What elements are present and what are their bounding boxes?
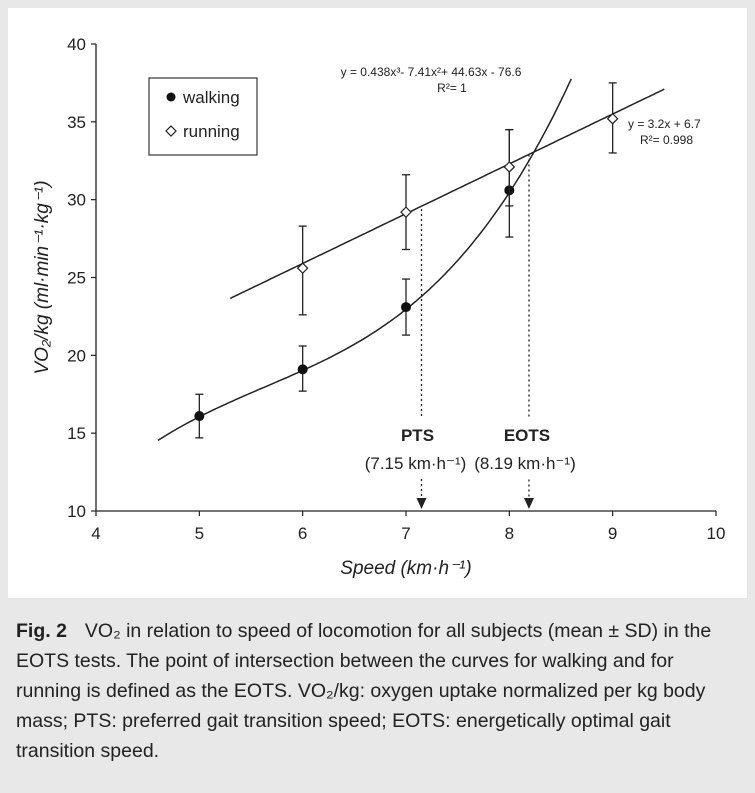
- x-tick-label: 8: [505, 524, 514, 543]
- y-tick-label: 40: [67, 35, 86, 54]
- fit-line-running: [229, 88, 665, 300]
- running-fit-equation: y = 3.2x + 6.7: [628, 117, 701, 131]
- y-axis-label: VO₂/kg (ml·min⁻¹·kg⁻¹): [32, 180, 53, 374]
- y-tick-label: 20: [67, 346, 86, 365]
- y-tick-label: 35: [67, 113, 86, 132]
- eots-arrow-icon: [523, 498, 534, 509]
- plot-panel: 4 5 6 7 8 9 10 10 15 20 25 30 35 40 Speed (km·h⁻¹) VO₂/…: [8, 8, 747, 598]
- data-point-running: [503, 161, 516, 173]
- x-axis-label: Speed (km·h⁻¹): [340, 558, 471, 579]
- running-fit-r2: R²= 0.998: [640, 133, 693, 147]
- x-tick-label: 10: [707, 524, 726, 543]
- caption-fig-label: Fig. 2: [16, 620, 67, 642]
- data-point-walking: [194, 411, 205, 422]
- y-tick-label: 15: [67, 424, 86, 443]
- caption-text: VO₂ in relation to speed of locomotion f…: [16, 620, 712, 762]
- y-tick-label: 10: [67, 502, 86, 521]
- pts-value: (7.15 km·h⁻¹): [365, 454, 467, 473]
- data-point-walking: [401, 302, 411, 313]
- data-point-walking: [297, 364, 308, 375]
- x-tick-label: 7: [401, 524, 410, 543]
- pts-arrow-icon: [416, 498, 427, 509]
- legend-label-running: running: [183, 122, 240, 141]
- data-point-running: [400, 206, 412, 218]
- y-tick-label: 30: [67, 191, 86, 210]
- legend-box: [148, 77, 258, 156]
- fit-line-walking: [157, 78, 572, 442]
- walking-fit-r2: R²= 1: [437, 81, 467, 95]
- y-tick-label: 25: [67, 269, 86, 288]
- data-point-running: [296, 262, 309, 275]
- annotation-background: [363, 418, 598, 478]
- legend-marker-running: [165, 125, 177, 137]
- walking-fit-equation: y = 0.438x³- 7.41x²+ 44.63x - 76.6: [341, 65, 522, 79]
- data-point-running: [606, 112, 619, 125]
- legend-label-walking: walking: [182, 88, 240, 107]
- x-tick-label: 4: [91, 524, 100, 543]
- pts-label: PTS: [401, 426, 434, 445]
- chart: 4 5 6 7 8 9 10 10 15 20 25 30 35 40 Speed (km·h⁻¹) VO₂/…: [32, 35, 726, 579]
- x-tick-label: 5: [195, 524, 204, 543]
- eots-label: EOTS: [504, 426, 550, 445]
- x-tick-label: 6: [298, 524, 307, 543]
- legend: walking running: [148, 77, 258, 156]
- legend-marker-walking: [166, 92, 176, 102]
- figure-caption: Fig. 2 VO₂ in relation to speed of locomo…: [16, 616, 741, 766]
- eots-value: (8.19 km·h⁻¹): [474, 454, 576, 473]
- x-tick-label: 9: [608, 524, 617, 543]
